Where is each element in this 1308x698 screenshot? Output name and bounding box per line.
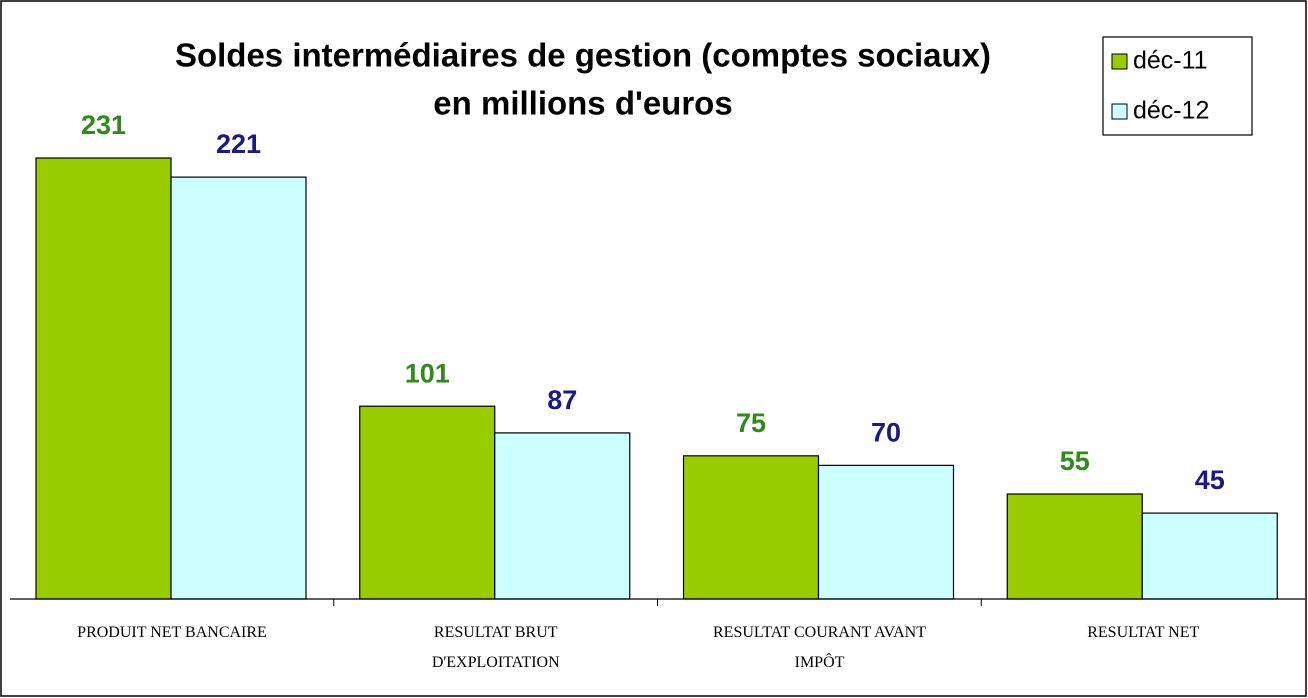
data-label: 87 <box>547 385 577 415</box>
bar <box>494 432 631 600</box>
chart-subtitle: en millions d'euros <box>433 85 732 122</box>
data-label: 221 <box>216 129 261 159</box>
data-label: 75 <box>736 408 766 438</box>
legend-label: déc-12 <box>1133 97 1209 125</box>
data-label: 231 <box>81 110 126 140</box>
bar <box>817 464 955 600</box>
data-label: 70 <box>871 417 901 447</box>
bar <box>359 405 496 600</box>
bar <box>682 455 820 600</box>
legend-swatch <box>1111 103 1128 120</box>
x-tick-label: PRODUIT NET BANCAIRE <box>77 624 267 641</box>
bar <box>35 157 172 600</box>
legend-swatch <box>1111 53 1128 70</box>
legend-box <box>1102 36 1253 136</box>
bar <box>1141 512 1278 600</box>
data-label: 45 <box>1195 465 1225 495</box>
x-tick-label: RESULTAT COURANT AVANT IMPÔT <box>713 624 926 671</box>
bar <box>1006 493 1143 600</box>
chart-title: Soldes intermédiaires de gestion (compte… <box>175 37 991 74</box>
data-label: 55 <box>1060 446 1090 476</box>
data-label: 101 <box>405 358 450 388</box>
x-tick-label: RESULTAT BRUT D'EXPLOITATION <box>431 624 560 671</box>
legend-label: déc-11 <box>1133 47 1208 75</box>
x-tick-label: RESULTAT NET <box>1087 624 1200 641</box>
bar <box>170 176 307 600</box>
